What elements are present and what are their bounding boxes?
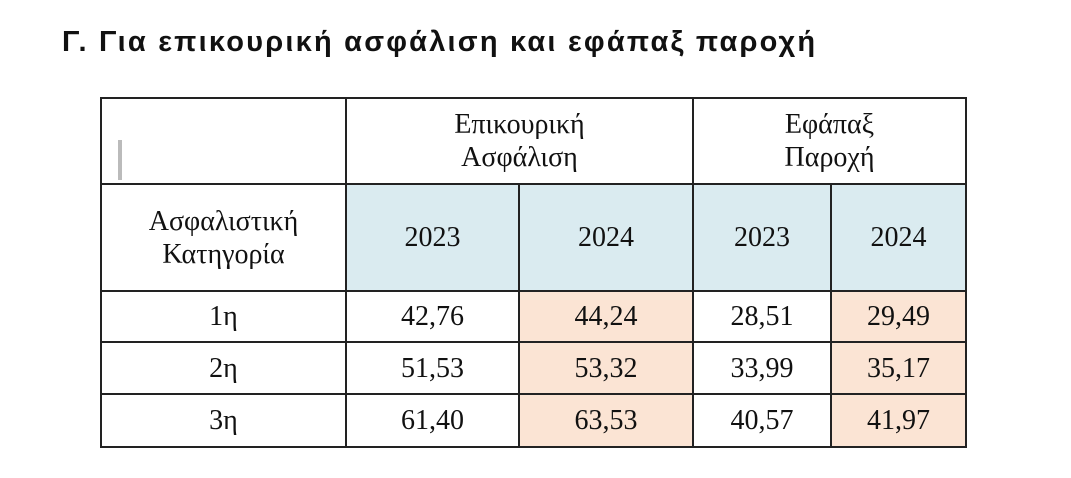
year-header: 2023 [692,183,833,292]
page-title: Γ. Για επικουρική ασφάλιση και εφάπαξ πα… [62,26,818,58]
rates-table: Επικουρική Ασφάλιση Εφάπαξ Παροχή Ασφαλιστ… [100,97,968,448]
data-row: 2η 51,53 53,32 33,99 35,17 [100,341,968,395]
value-cell: 63,53 [517,393,695,448]
value-cell: 44,24 [517,290,695,343]
empty-cell [100,97,347,185]
category-cell: 3η [100,393,347,448]
cursor-mark [118,140,122,180]
line: Ασφάλιση [461,142,578,173]
year-header: 2024 [517,183,695,292]
data-row: 1η 42,76 44,24 28,51 29,49 [100,290,968,343]
group-header: Εφάπαξ Παροχή [692,97,968,185]
value-cell: 35,17 [830,341,968,395]
group-header-row: Επικουρική Ασφάλιση Εφάπαξ Παροχή [100,97,968,185]
value-cell: 53,32 [517,341,695,395]
category-cell: 2η [100,341,347,395]
value-cell: 40,57 [692,393,833,448]
data-row: 3η 61,40 63,53 40,57 41,97 [100,393,968,448]
value-cell: 29,49 [830,290,968,343]
value-cell: 28,51 [692,290,833,343]
value-cell: 41,97 [830,393,968,448]
line: Ασφαλιστική [148,205,299,237]
value-cell: 33,99 [692,341,833,395]
row-header: Ασφαλιστική Κατηγορία [100,183,347,292]
group-header: Επικουρική Ασφάλιση [344,97,695,185]
line: Εφάπαξ [784,109,875,140]
year-header-row: Ασφαλιστική Κατηγορία 2023 2024 2023 2024 [100,183,968,292]
category-cell: 1η [100,290,347,343]
year-header: 2024 [830,183,968,292]
value-cell: 42,76 [345,290,520,343]
year-header: 2023 [345,183,520,292]
value-cell: 51,53 [345,341,520,395]
line: Κατηγορία [162,238,285,270]
value-cell: 61,40 [345,393,520,448]
line: Επικουρική [454,109,585,140]
line: Παροχή [784,142,875,173]
